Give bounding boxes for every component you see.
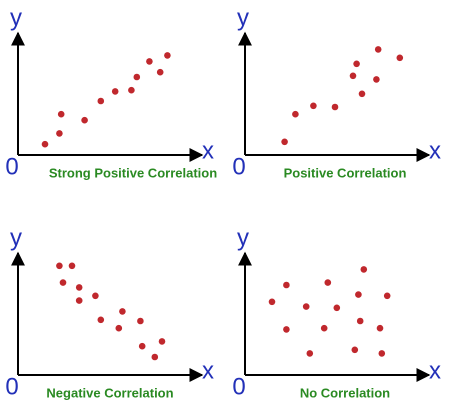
x-axis-label: x <box>202 137 214 164</box>
scatter-point <box>97 316 105 324</box>
scatter-point <box>281 138 288 146</box>
scatter-point <box>138 342 146 350</box>
scatter-point <box>331 103 339 111</box>
x-axis-label: x <box>429 137 441 164</box>
scatter-point <box>119 308 126 315</box>
scatter-point <box>92 292 99 300</box>
origin-label: 0 <box>5 373 18 400</box>
scatter-point <box>57 110 65 118</box>
chart-title: Negative Correlation <box>46 385 173 400</box>
scatter-point <box>146 58 153 65</box>
scatter-point <box>355 291 362 298</box>
chart-title: Positive Correlation <box>284 165 407 180</box>
scatter-point <box>351 346 359 354</box>
y-axis-label: y <box>10 4 22 31</box>
origin-label: 0 <box>5 153 18 180</box>
scatter-point <box>360 266 368 273</box>
scatter-point <box>75 284 83 291</box>
scatter-point <box>115 324 123 332</box>
scatter-point <box>374 46 382 53</box>
scatter-point <box>128 86 135 94</box>
scatter-point <box>333 304 341 312</box>
scatter-point <box>41 140 49 148</box>
scatter-point <box>349 72 357 80</box>
scatter-point <box>158 338 166 345</box>
scatter-point <box>383 292 391 300</box>
scatter-point <box>292 110 299 118</box>
scatter-point <box>151 353 159 361</box>
scatter-point <box>353 60 360 68</box>
chart-title: Strong Positive Correlation <box>49 165 217 180</box>
y-axis-label: y <box>10 224 22 251</box>
scatter-point <box>68 262 76 270</box>
scatter-point <box>133 73 141 81</box>
scatter-point <box>164 52 171 59</box>
scatter-point <box>81 116 88 124</box>
x-axis-label: x <box>429 357 441 384</box>
scatter-point <box>306 350 314 357</box>
scatter-point <box>137 317 144 325</box>
scatter-point <box>283 326 290 333</box>
origin-label: 0 <box>232 153 245 180</box>
origin-label: 0 <box>232 373 245 400</box>
scatter-point <box>373 76 380 83</box>
scatter-point <box>310 102 317 110</box>
scatter-point <box>56 262 63 270</box>
scatter-point <box>378 350 386 357</box>
scatter-point <box>59 279 67 286</box>
scatter-point <box>283 281 290 289</box>
scatter-point <box>75 297 83 304</box>
scatter-point <box>156 68 164 76</box>
scatter-point <box>111 88 119 95</box>
scatter-point <box>358 90 366 98</box>
scatter-point <box>396 54 404 62</box>
scatter-point <box>320 324 328 332</box>
scatter-point <box>324 279 332 286</box>
x-axis-label: x <box>202 357 214 384</box>
scatter-point <box>56 130 63 137</box>
chart-title: No Correlation <box>300 385 390 400</box>
scatter-point <box>356 317 364 325</box>
scatter-point <box>376 324 384 332</box>
y-axis-label: y <box>237 4 249 31</box>
scatter-point <box>302 303 310 310</box>
scatter-point <box>97 97 105 105</box>
y-axis-label: y <box>237 224 249 251</box>
scatter-point <box>268 298 276 306</box>
